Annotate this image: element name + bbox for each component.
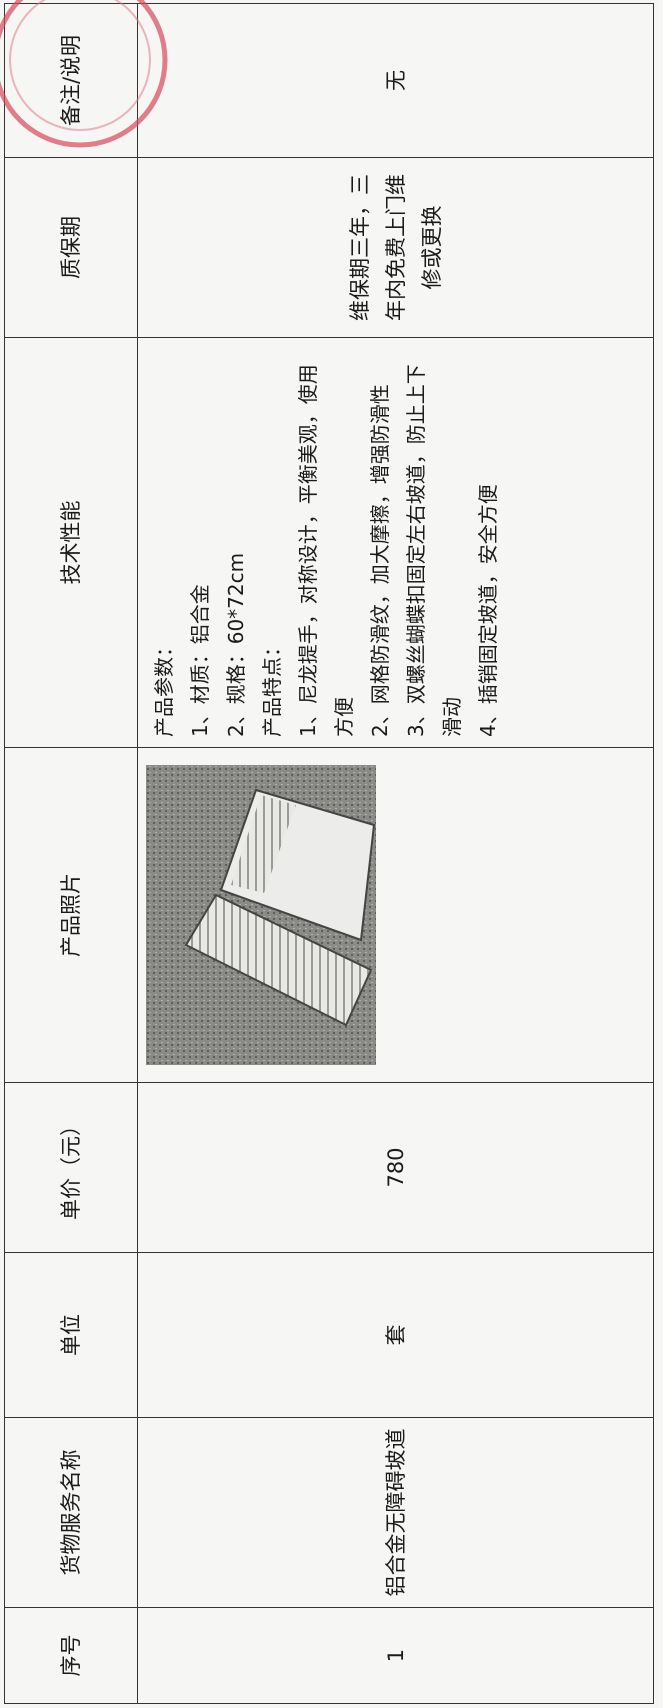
index-cell: 1 xyxy=(137,1607,654,1704)
header-cell: 单位 xyxy=(4,1252,138,1418)
product-table: 序号 货物服务名称 单位 单价（元） 产品照片 技术性能 质保期 备注/说明 1… xyxy=(4,3,654,1704)
spec-line: 产品特点： xyxy=(260,637,284,737)
photo-wrap xyxy=(146,758,647,1072)
spec-line: 1、尼龙提手，对称设计，平衡美观，使用方便 xyxy=(296,364,356,737)
seal-stamp xyxy=(0,0,168,148)
header-cell: 产品照片 xyxy=(4,747,138,1083)
price-cell: 780 xyxy=(137,1082,654,1253)
warranty-cell: 维保期三年，三年内免费上门维修或更换 xyxy=(137,157,654,338)
data-row: 1 铝合金无障碍坡道 套 780 xyxy=(137,3,654,1704)
spec-line: 1、材质：铝合金 xyxy=(188,584,212,737)
header-cell: 技术性能 xyxy=(4,337,138,748)
spec-line: 2、规格：60*72cm xyxy=(224,552,248,737)
product-photo xyxy=(146,765,376,1065)
spec-line: 4、插销固定坡道，安全方便 xyxy=(476,484,500,737)
header-row: 序号 货物服务名称 单位 单价（元） 产品照片 技术性能 质保期 备注/说明 xyxy=(4,3,138,1704)
header-cell: 质保期 xyxy=(4,157,138,338)
specs-cell: 产品参数： 1、材质：铝合金 2、规格：60*72cm 产品特点： 1、尼龙提手，对称设… xyxy=(137,337,654,748)
header-cell: 单价（元） xyxy=(4,1082,138,1253)
header-cell: 序号 xyxy=(4,1607,138,1704)
photo-cell xyxy=(137,747,654,1083)
remarks-cell: 无 xyxy=(137,3,654,158)
header-cell: 货物服务名称 xyxy=(4,1417,138,1608)
unit-cell: 套 xyxy=(137,1252,654,1418)
name-cell: 铝合金无障碍坡道 xyxy=(137,1417,654,1608)
spec-line: 3、双螺丝蝴蝶扣固定左右坡道，防止上下滑动 xyxy=(404,364,464,737)
spec-line: 产品参数： xyxy=(152,637,176,737)
spec-line: 2、网格防滑纹，加大摩擦，增强防滑性 xyxy=(368,384,392,737)
